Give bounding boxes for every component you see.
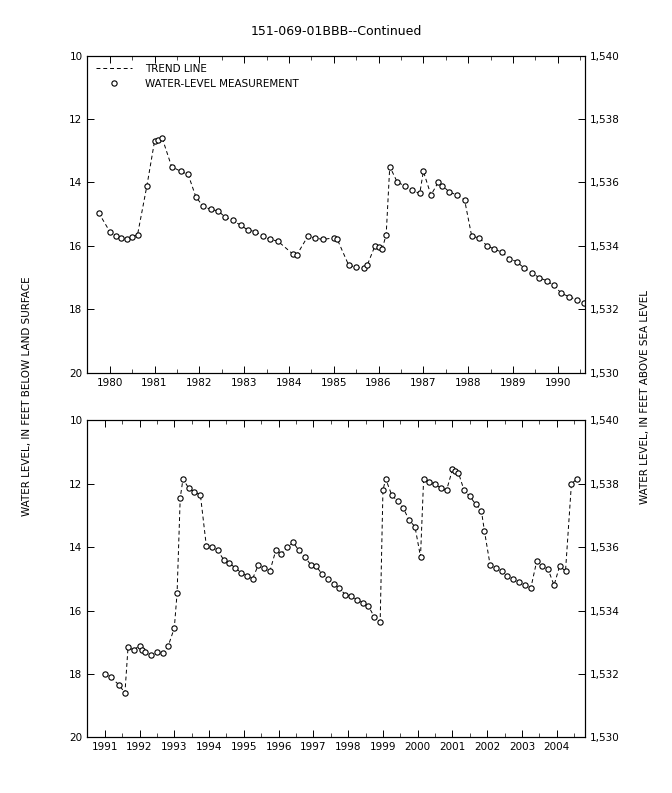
- Text: WATER LEVEL, IN FEET BELOW LAND SURFACE: WATER LEVEL, IN FEET BELOW LAND SURFACE: [22, 277, 32, 516]
- Text: WATER LEVEL, IN FEET ABOVE SEA LEVEL: WATER LEVEL, IN FEET ABOVE SEA LEVEL: [640, 289, 650, 504]
- Legend: TREND LINE, WATER-LEVEL MEASUREMENT: TREND LINE, WATER-LEVEL MEASUREMENT: [91, 59, 302, 94]
- Text: 151-069-01BBB--Continued: 151-069-01BBB--Continued: [250, 25, 422, 38]
